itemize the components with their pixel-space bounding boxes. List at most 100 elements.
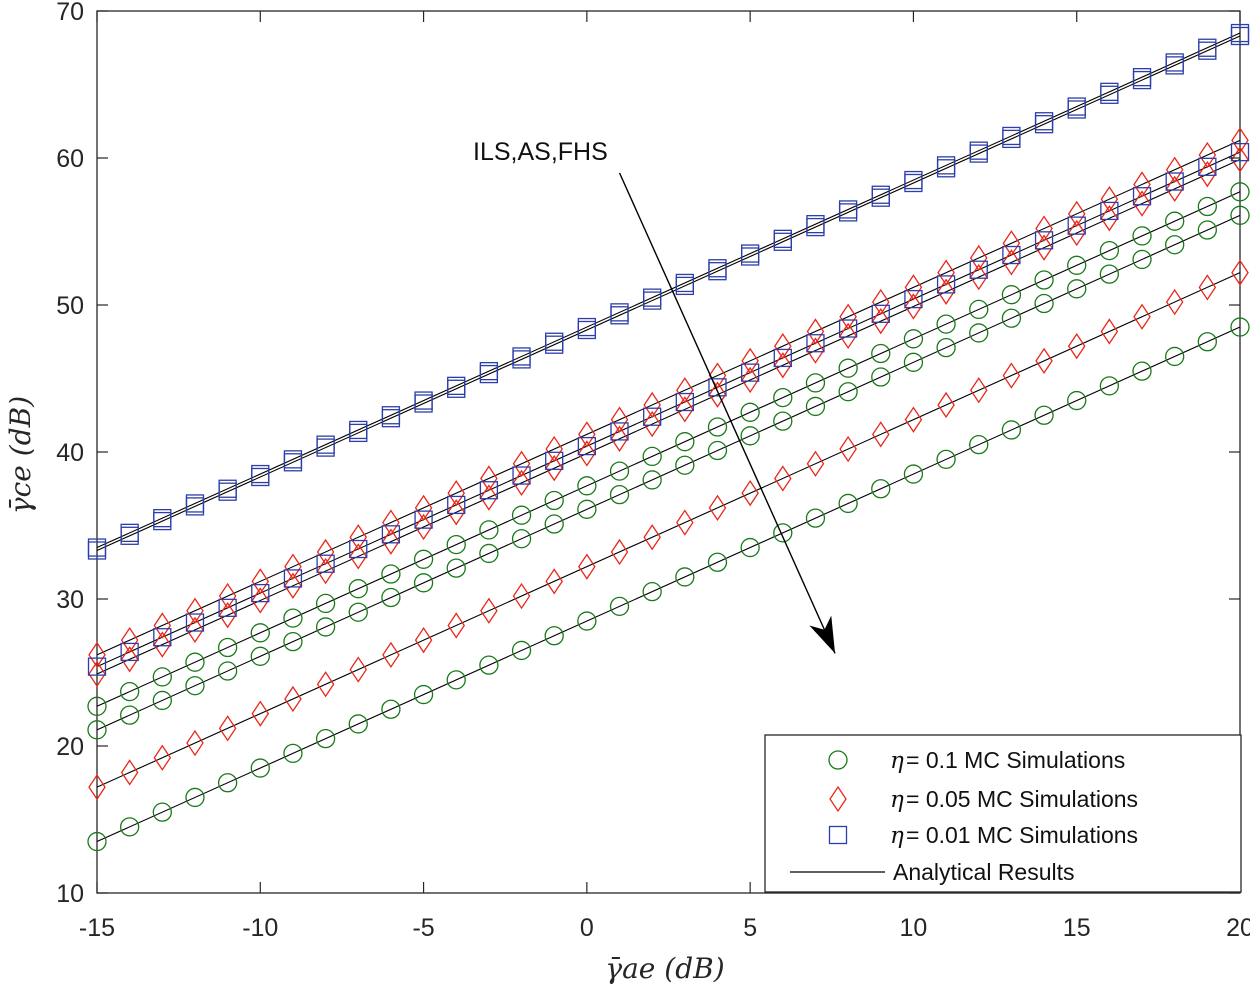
data-point [871,479,891,499]
data-point [120,759,139,786]
data-point [186,616,204,644]
data-point [903,352,924,372]
data-point [577,476,597,496]
legend-marker-square [828,825,848,845]
data-point [479,364,499,384]
data-point [1034,115,1054,134]
data-point [1001,420,1022,440]
data-point [871,367,891,387]
data-point [152,690,172,711]
data-point [414,510,433,529]
data-point [447,379,466,398]
data-point [120,681,140,702]
data-point [512,350,531,369]
data-point [1165,235,1185,255]
data-point [577,611,597,631]
data-point [1198,160,1217,188]
data-point [741,479,759,507]
legend-eta-symbol: η [890,748,904,774]
data-point [871,288,890,316]
data-point [447,495,466,515]
data-point [937,278,955,305]
data-point [414,513,433,541]
y-tick-label: 20 [56,733,84,761]
data-point [414,626,433,654]
data-point [512,450,531,477]
data-point [218,601,237,629]
data-point [348,579,368,599]
data-point [413,549,434,569]
data-point [839,322,857,350]
data-point [120,646,139,673]
data-point [284,553,302,580]
data-point [642,582,662,602]
data-point [1197,220,1217,240]
data-point [1230,142,1250,162]
data-point [446,558,466,578]
data-point [316,538,335,566]
data-point [413,573,434,593]
data-point [87,720,107,740]
data-point [1034,231,1054,250]
data-point [381,525,401,544]
data-point [1133,190,1151,217]
data-point [1002,129,1021,149]
data-point [1132,70,1152,90]
data-point [675,455,695,475]
legend-entry: Analytical Results [790,859,1075,885]
analytical-line-square-ils [96,32,1241,549]
data-point [152,667,172,687]
data-point [577,320,597,340]
data-point [250,758,270,778]
annotation-arrow-line [618,172,836,654]
x-axis-label: γ̄ae (dB) [605,952,724,985]
data-point [577,436,597,456]
data-point [903,464,924,484]
data-point [1100,201,1119,221]
data-point [315,729,336,749]
data-point [806,334,825,353]
legend-marker-diamond [829,785,847,813]
analytical-line-square-as [96,35,1241,551]
data-point [479,655,499,675]
analytical-line-diamond-as [96,158,1241,675]
data-point [251,467,270,487]
simulation-markers [87,23,1250,852]
data-point [1132,226,1152,246]
data-point [969,263,988,291]
data-point [1002,249,1021,276]
data-point [969,323,989,343]
data-point [969,299,989,320]
data-point [1230,182,1250,202]
legend-eta-symbol: η [890,823,904,849]
data-point [1001,308,1022,328]
data-point [1197,196,1217,217]
data-point [839,435,857,463]
data-point [708,378,727,397]
data-point [675,432,695,452]
data-point [88,773,106,801]
data-point [806,318,825,345]
data-point [447,499,466,526]
data-point [349,539,368,559]
analytical-line-circle-as [96,214,1241,731]
data-point [708,362,727,389]
data-point [969,434,989,455]
data-point [1100,318,1119,345]
data-point [88,660,106,688]
y-tick-label: 30 [56,586,84,614]
data-point [1002,245,1021,265]
annotation-ils-as-fhs: ILS,AS,FHS [473,138,836,654]
data-point [903,329,924,349]
data-point [936,159,956,178]
data-point [446,670,466,690]
data-point [676,396,694,423]
data-point [88,641,106,669]
data-point [1002,230,1021,257]
data-point [740,402,760,422]
data-point [120,817,140,837]
data-point [348,714,368,734]
data-point [708,494,727,522]
data-point [1198,157,1217,176]
legend-marker-circle [828,750,848,770]
